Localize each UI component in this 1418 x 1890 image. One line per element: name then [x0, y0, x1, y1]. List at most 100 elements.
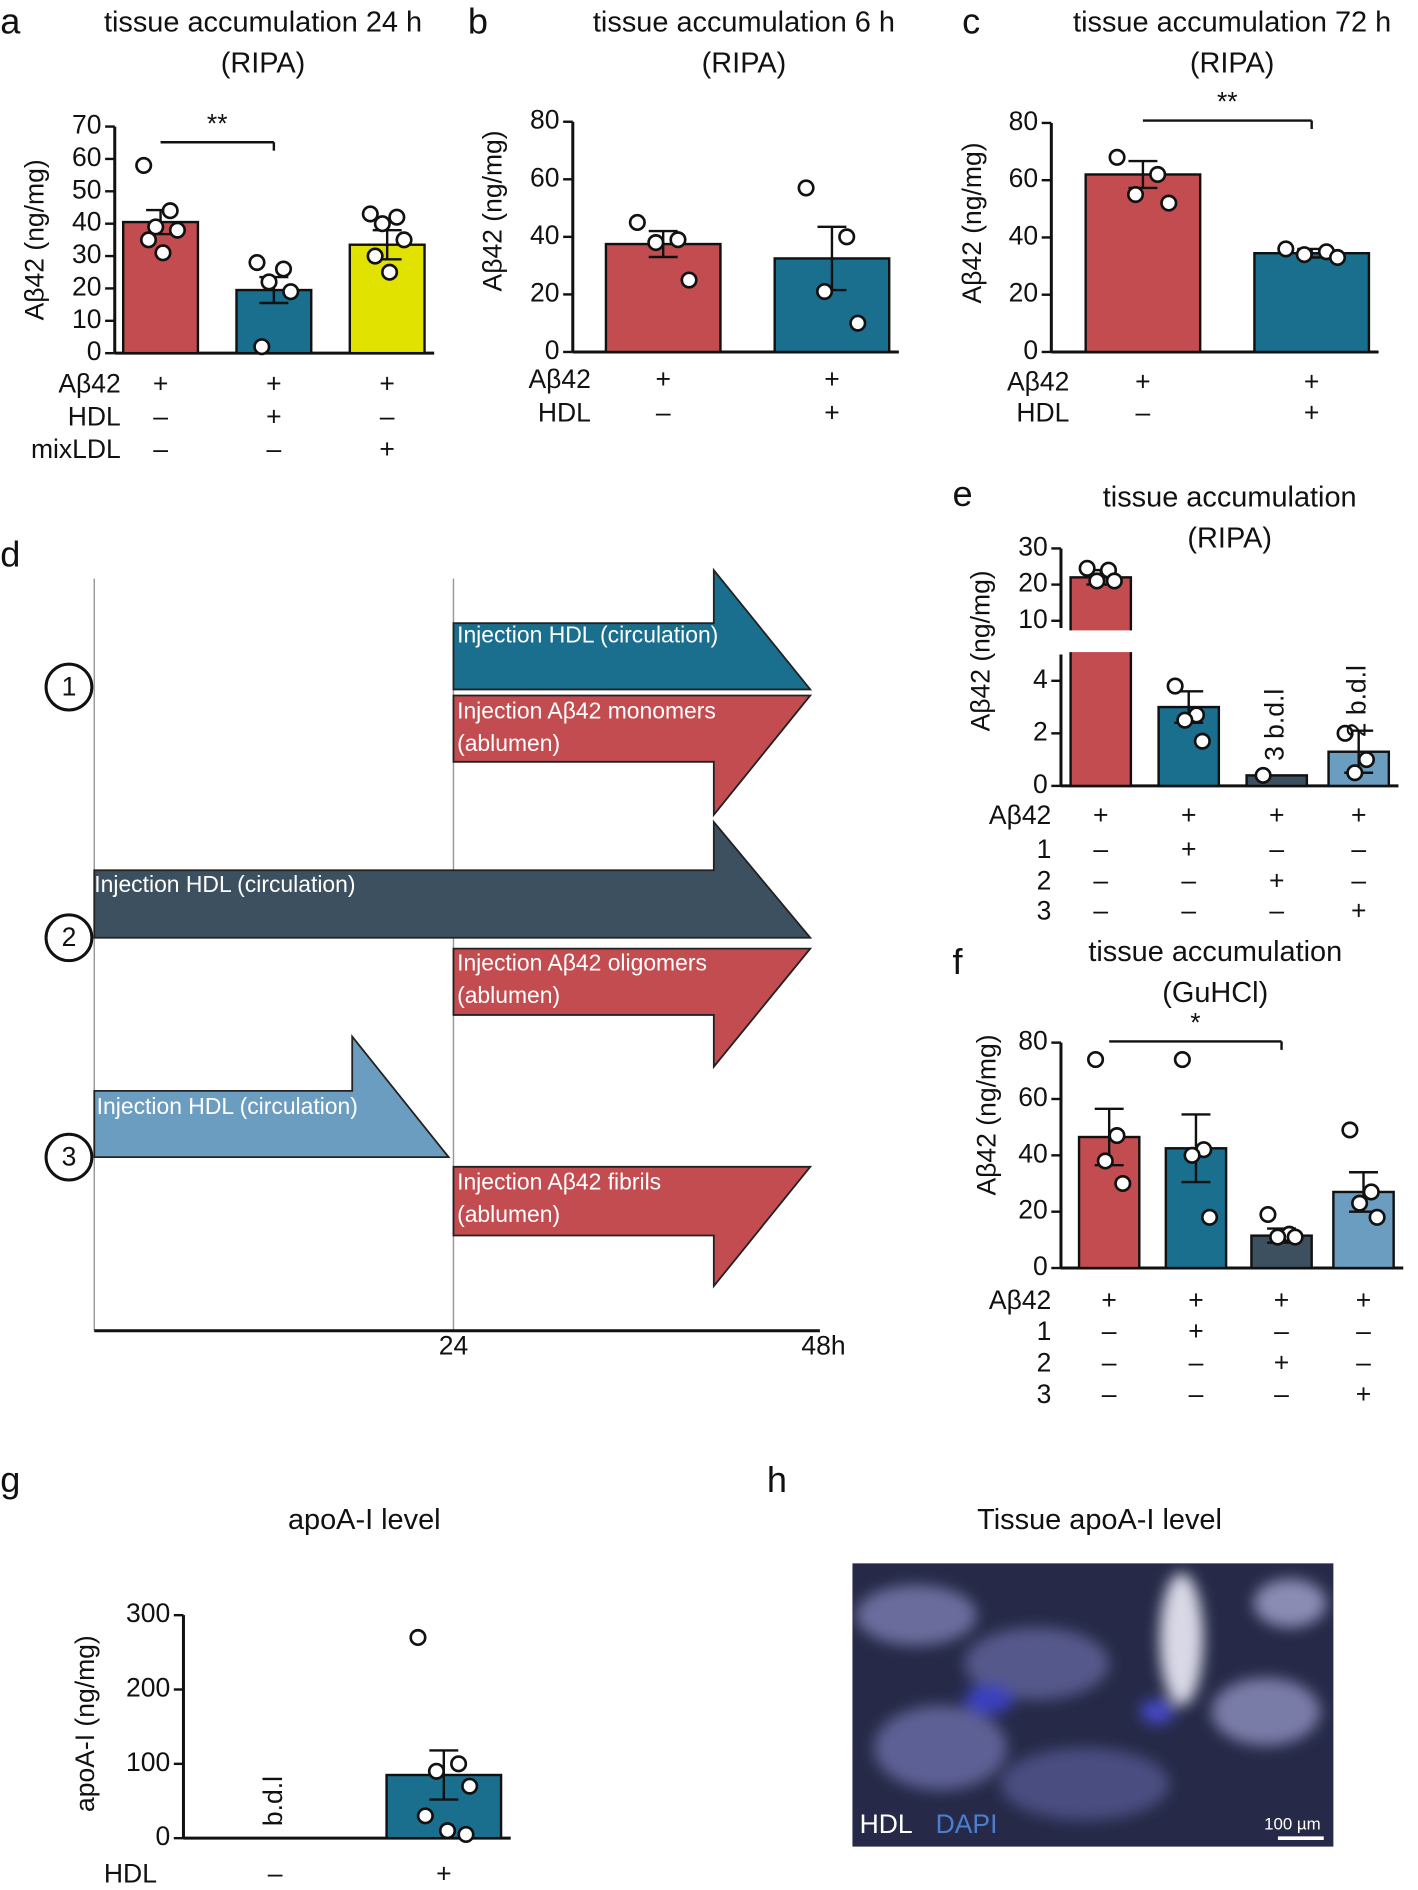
y-tick-label: 60 [1018, 1082, 1047, 1112]
y-tick-label: 70 [72, 110, 101, 140]
condition-label: HDL [104, 1859, 157, 1889]
y-tick-label: 30 [1018, 531, 1047, 561]
y-tick-label: 40 [530, 220, 559, 250]
condition-mark: – [1356, 1347, 1371, 1377]
data-point [1193, 732, 1211, 750]
bdl-annotation: 2 b.d.l [1342, 665, 1372, 737]
condition-mark: + [824, 398, 839, 428]
y-axis-label: Aβ42 (ng/mg) [972, 1034, 1002, 1195]
time-label: 24 [439, 1331, 468, 1361]
arrow-label: Injection Aβ42 fibrils [457, 1169, 661, 1195]
y-tick-label: 10 [72, 304, 101, 334]
condition-mark: + [1356, 1379, 1371, 1409]
diagram: d 24 48h 1 2 3 Injection HDL (circulation) I… [0, 533, 845, 1360]
arrow [452, 567, 813, 691]
condition-mark: + [1101, 1285, 1116, 1315]
data-point [647, 234, 665, 252]
condition-mark: – [1274, 1379, 1289, 1409]
channel-label: HDL [860, 1809, 913, 1839]
y-tick-label: 40 [1009, 220, 1038, 250]
condition-label: HDL [538, 398, 591, 428]
condition-mark: + [1181, 800, 1196, 830]
chart: b tissue accumulation 6 h (RIPA) Aβ42 (ng/m… [468, 1, 899, 428]
condition-label: 1 [1037, 1316, 1052, 1346]
arrow-label: (ablumen) [457, 730, 560, 756]
data-point [135, 156, 153, 174]
condition-mark: – [153, 401, 168, 431]
chart-title: (RIPA) [221, 48, 306, 80]
data-point [1087, 1050, 1105, 1069]
condition-mark: + [379, 369, 394, 399]
y-tick-label: 80 [530, 105, 559, 135]
y-tick-label: 4 [1033, 664, 1048, 694]
condition-mark: + [1269, 800, 1284, 830]
arrow-label: Injection HDL (circulation) [97, 1093, 358, 1119]
chart-title: tissue accumulation 24 h [104, 7, 422, 39]
data-point [1201, 1208, 1219, 1226]
y-tick-label: 0 [1033, 769, 1048, 799]
chart: c tissue accumulation 72 h (RIPA) Aβ42 (ng/… [957, 1, 1391, 428]
condition-mark: – [1269, 834, 1284, 864]
condition-label: Aβ42 [1007, 366, 1069, 396]
data-point [1176, 711, 1194, 729]
data-point [1346, 764, 1364, 782]
y-tick-label: 0 [1023, 335, 1038, 365]
chart-title: (RIPA) [1190, 48, 1275, 80]
group-marker [44, 1132, 94, 1182]
data-point [361, 205, 379, 223]
y-tick-label: 200 [126, 1673, 170, 1703]
image-panel: h Tissue apoA-I level HDL DAPI 100 µm [767, 1459, 1334, 1847]
condition-mark: + [1304, 366, 1319, 396]
condition-mark: – [1102, 1347, 1117, 1377]
arrow [452, 1165, 813, 1289]
condition-label: 3 [1037, 1379, 1052, 1409]
data-point [438, 1822, 457, 1840]
data-point [139, 231, 158, 249]
y-tick-label: 20 [1018, 568, 1047, 598]
data-point [1078, 559, 1096, 577]
condition-label: 2 [1037, 865, 1052, 895]
condition-mark: + [655, 364, 670, 394]
bdl-annotation: b.d.l [258, 1776, 288, 1826]
chart-title: tissue accumulation [1088, 936, 1342, 968]
y-tick-label: 100 [126, 1747, 170, 1777]
panel-letter: a [0, 1, 21, 42]
data-point [161, 202, 179, 220]
time-label: 48h [801, 1331, 845, 1361]
condition-mark: + [1356, 1285, 1371, 1315]
condition-mark: + [824, 364, 839, 394]
chart: a tissue accumulation 24 h (RIPA) Aβ42 (ng/… [0, 1, 435, 464]
bar [348, 243, 426, 355]
condition-mark: + [1135, 366, 1150, 396]
y-tick-label: 10 [1018, 604, 1047, 634]
chart-title: tissue accumulation 6 h [593, 7, 895, 39]
condition-label: Aβ42 [989, 800, 1051, 830]
condition-mark: – [1274, 1316, 1289, 1346]
y-tick-label: 40 [1018, 1138, 1047, 1168]
condition-mark: – [153, 434, 168, 464]
y-axis-label: Aβ42 (ng/mg) [477, 130, 507, 291]
data-point [1259, 1205, 1277, 1224]
data-point [1160, 194, 1178, 212]
chart-title: (RIPA) [702, 48, 787, 80]
bar [604, 242, 722, 354]
condition-mark: + [266, 369, 281, 399]
condition-mark: – [656, 398, 671, 428]
data-point [1173, 1050, 1191, 1069]
arrow [452, 694, 813, 818]
data-point [1341, 1121, 1359, 1139]
data-point [373, 215, 391, 233]
data-point [1108, 148, 1126, 166]
y-tick-label: 80 [1018, 1026, 1047, 1056]
chart: f tissue accumulation (GuHCl) Aβ42 (ng/mg) 0… [952, 936, 1404, 1409]
data-point [461, 1777, 479, 1795]
chart-title: apoA-I level [288, 1504, 441, 1536]
panel-letter: d [0, 533, 20, 574]
data-point [282, 283, 300, 301]
micrograph-texture [856, 1572, 1327, 1821]
condition-label: HDL [1016, 398, 1069, 428]
data-point [1286, 1228, 1304, 1246]
arrow-label: Injection HDL (circulation) [94, 871, 355, 897]
bar [1069, 576, 1133, 788]
